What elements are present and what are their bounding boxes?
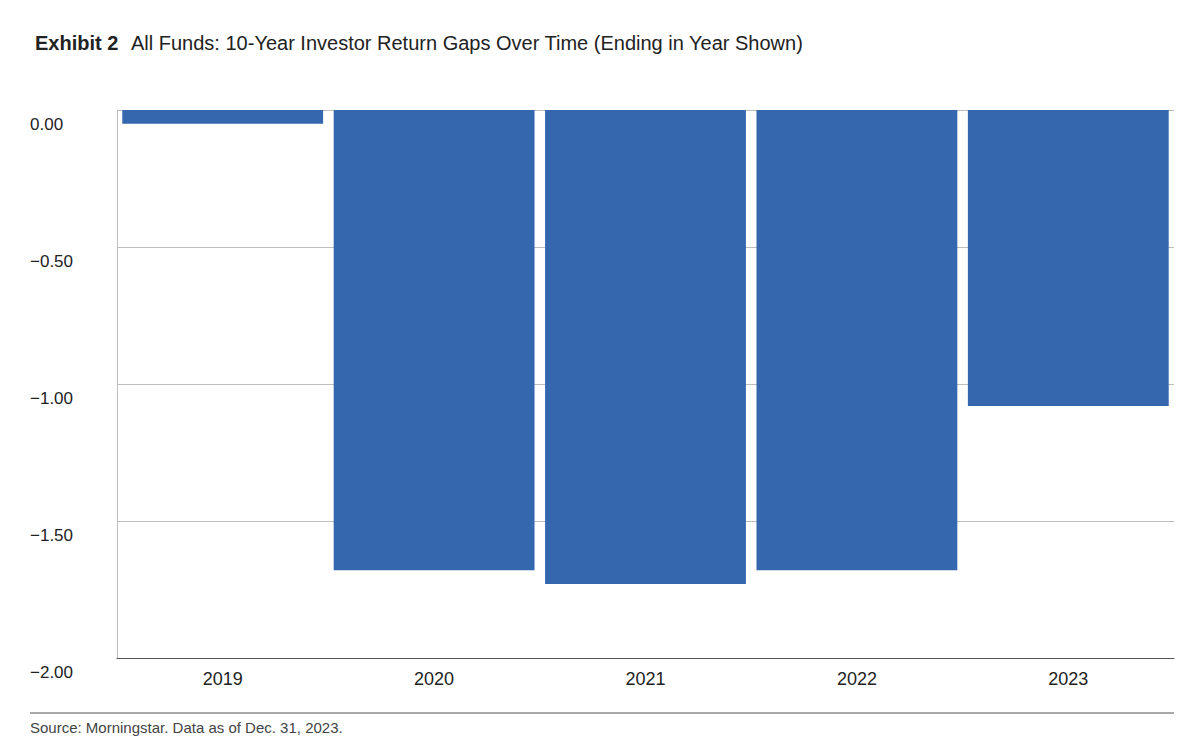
svg-text:2019: 2019 — [203, 669, 243, 689]
svg-text:2022: 2022 — [837, 669, 877, 689]
svg-text:2021: 2021 — [625, 669, 665, 689]
svg-text:−1.00: −1.00 — [30, 389, 73, 408]
svg-text:−2.00: −2.00 — [30, 663, 73, 682]
svg-text:−1.50: −1.50 — [30, 526, 73, 545]
svg-text:Exhibit 2: Exhibit 2 — [35, 32, 118, 54]
svg-text:Source: Morningstar. Data as o: Source: Morningstar. Data as of Dec. 31,… — [30, 719, 343, 736]
svg-text:0.00: 0.00 — [30, 115, 63, 134]
svg-text:−0.50: −0.50 — [30, 252, 73, 271]
svg-text:All Funds: 10-Year Investor Re: All Funds: 10-Year Investor Return Gaps … — [131, 32, 803, 54]
svg-text:2020: 2020 — [414, 669, 454, 689]
svg-text:2023: 2023 — [1048, 669, 1088, 689]
